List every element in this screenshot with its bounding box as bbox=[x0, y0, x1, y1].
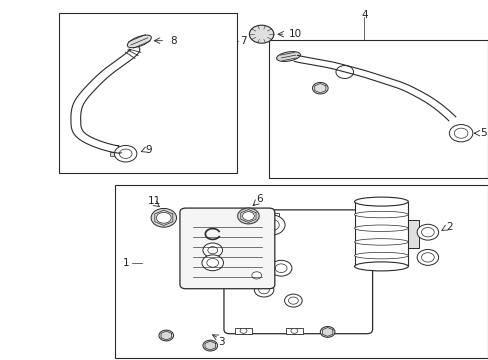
Circle shape bbox=[151, 208, 176, 227]
Text: 2: 2 bbox=[446, 222, 452, 232]
Circle shape bbox=[240, 328, 246, 333]
Bar bbox=[407, 220, 418, 248]
Circle shape bbox=[207, 247, 217, 254]
Bar bbox=[268, 40, 487, 178]
Circle shape bbox=[202, 255, 223, 271]
Circle shape bbox=[284, 294, 302, 307]
Circle shape bbox=[421, 228, 433, 237]
Text: 10: 10 bbox=[288, 29, 301, 39]
Circle shape bbox=[119, 149, 132, 158]
Ellipse shape bbox=[354, 252, 407, 259]
Circle shape bbox=[421, 253, 433, 262]
Bar bbox=[340, 70, 348, 74]
Text: 1: 1 bbox=[122, 258, 129, 268]
FancyBboxPatch shape bbox=[224, 210, 372, 334]
Bar bbox=[259, 216, 273, 227]
Circle shape bbox=[258, 286, 269, 294]
Bar bbox=[110, 152, 123, 156]
Text: 4: 4 bbox=[360, 10, 367, 20]
Circle shape bbox=[453, 128, 467, 138]
Bar bbox=[285, 328, 303, 334]
Circle shape bbox=[257, 215, 285, 235]
Bar bbox=[259, 213, 278, 220]
Circle shape bbox=[242, 212, 254, 220]
Text: 3: 3 bbox=[218, 337, 224, 347]
Circle shape bbox=[416, 224, 438, 240]
Ellipse shape bbox=[276, 51, 300, 62]
Bar bbox=[115, 185, 487, 358]
Circle shape bbox=[159, 330, 173, 341]
Circle shape bbox=[288, 297, 298, 304]
Ellipse shape bbox=[127, 35, 151, 48]
Circle shape bbox=[156, 212, 171, 223]
Text: 5: 5 bbox=[479, 128, 486, 138]
Circle shape bbox=[249, 25, 273, 43]
Circle shape bbox=[320, 327, 334, 337]
Text: 8: 8 bbox=[170, 36, 177, 46]
Ellipse shape bbox=[354, 197, 407, 206]
Circle shape bbox=[275, 264, 286, 273]
Bar bbox=[354, 202, 407, 266]
Circle shape bbox=[448, 125, 472, 142]
Bar bbox=[234, 328, 251, 334]
Circle shape bbox=[203, 243, 222, 257]
Circle shape bbox=[203, 340, 217, 351]
Circle shape bbox=[206, 258, 218, 267]
Text: 9: 9 bbox=[145, 145, 152, 156]
Circle shape bbox=[290, 328, 297, 333]
Ellipse shape bbox=[354, 211, 407, 218]
Ellipse shape bbox=[354, 225, 407, 231]
FancyBboxPatch shape bbox=[180, 208, 274, 289]
Text: 7: 7 bbox=[239, 36, 246, 46]
Circle shape bbox=[252, 247, 265, 257]
Ellipse shape bbox=[354, 239, 407, 245]
Circle shape bbox=[263, 219, 279, 231]
Text: 6: 6 bbox=[255, 194, 262, 204]
Bar bbox=[59, 13, 237, 173]
Circle shape bbox=[416, 249, 438, 265]
Circle shape bbox=[114, 145, 137, 162]
Circle shape bbox=[335, 66, 353, 78]
Circle shape bbox=[237, 208, 259, 224]
Circle shape bbox=[254, 283, 273, 297]
Ellipse shape bbox=[354, 262, 407, 271]
Circle shape bbox=[251, 272, 261, 279]
Circle shape bbox=[264, 213, 272, 219]
Circle shape bbox=[246, 243, 271, 261]
Circle shape bbox=[270, 260, 291, 276]
Text: 11: 11 bbox=[147, 196, 161, 206]
Circle shape bbox=[312, 82, 327, 94]
